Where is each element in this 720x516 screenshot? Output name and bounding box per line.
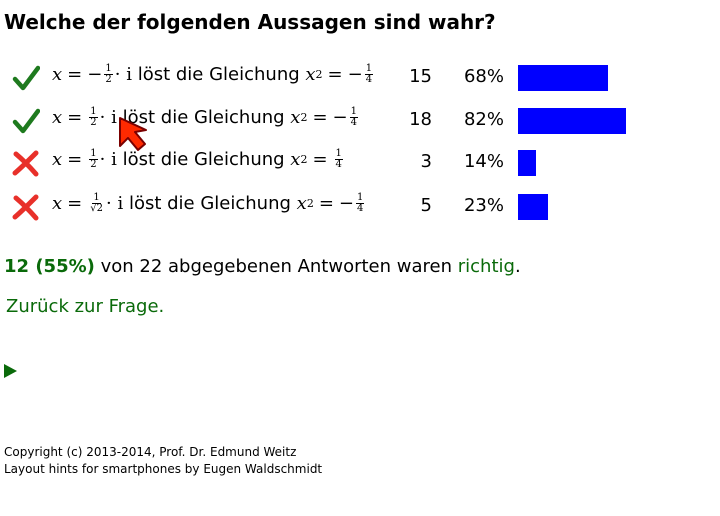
answer-bar [518,65,608,91]
play-icon[interactable] [4,364,17,378]
equals-sign: = [312,149,328,170]
dot-operator: · [114,64,121,85]
rhs-sign: − [338,193,354,214]
x-numerator: 1 [104,63,113,75]
summary-line: 12 (55%) von 22 abgegebenen Antworten wa… [4,256,521,277]
x-numerator: 1 [92,192,101,204]
check-icon [12,107,41,135]
answer-bar [518,150,536,176]
exponent: 2 [315,68,323,81]
exponent: 2 [306,197,314,210]
summary-period: . [514,256,521,277]
imaginary-unit: i [117,193,124,214]
answer-statement: x = 1 2 · i löst die Gleichung x 2 = −1 4 [52,107,360,128]
mouse-cursor-icon [119,117,147,151]
var-x-squared: x [290,149,301,170]
equals-sign: = [312,107,328,128]
answer-percent: 82% [463,109,504,130]
answer-statement: x = 1 2 · i löst die Gleichung x 2 = 1 4 [52,149,345,170]
cross-icon [12,193,40,221]
var-x-squared: x [305,64,316,85]
answer-count: 3 [420,151,432,172]
dot-operator: · [99,107,106,128]
answer-bar [518,108,626,134]
copyright-text: Copyright (c) 2013-2014, Prof. Dr. Edmun… [4,445,297,459]
answer-percent: 23% [463,195,504,216]
var-x: x [52,107,63,128]
var-x-squared: x [290,107,301,128]
rhs-numerator: 1 [334,148,343,160]
exponent: 2 [300,153,308,166]
answer-count: 5 [420,195,432,216]
page-title: Welche der folgenden Aussagen sind wahr? [4,10,496,34]
imaginary-unit: i [111,107,117,128]
var-x-squared: x [296,193,307,214]
var-x: x [52,64,63,85]
dot-operator: · [105,193,112,214]
answer-percent: 14% [463,151,504,172]
summary-text: von 22 abgegebenen Antworten waren [100,256,452,277]
back-to-question-link[interactable]: Zurück zur Frage. [6,296,165,317]
correct-count: 12 (55%) [4,256,95,277]
rhs-denominator: 4 [365,74,373,85]
x-numerator: 1 [89,148,98,160]
layout-hints-text: Layout hints for smartphones by Eugen Wa… [4,462,323,476]
var-x: x [52,193,63,214]
answer-statement: x = 1 √2 · i löst die Gleichung x 2 = −1 4 [52,193,366,214]
imaginary-unit: i [111,149,117,170]
statement-text: löst die Gleichung [137,64,300,85]
cross-icon [12,149,40,177]
rhs-numerator: 1 [364,63,374,75]
var-x: x [52,149,63,170]
x-denominator: √2 [90,203,103,214]
exponent: 2 [300,111,308,124]
answer-percent: 68% [463,66,504,87]
answer-row: x = −1 2 · i löst die Gleichung x 2 = −1 4 15 68% [0,58,720,98]
answer-row: x = 1 √2 · i löst die Gleichung x 2 = −1 4 5 23% [0,187,720,227]
x-denominator: 2 [90,159,97,170]
equals-sign: = [67,107,83,128]
footer: Copyright (c) 2013-2014, Prof. Dr. Edmun… [4,444,322,478]
check-icon [12,64,41,92]
answer-count: 15 [409,66,432,87]
equals-sign: = [67,149,83,170]
x-numerator: 1 [89,106,98,118]
answer-bar [518,194,548,220]
rhs-denominator: 4 [357,203,364,214]
answer-row: x = 1 2 · i löst die Gleichung x 2 = −1 4 18 82% [0,101,720,141]
rhs-denominator: 4 [335,159,342,170]
rhs-sign: − [347,64,363,85]
equals-sign: = [67,193,83,214]
statement-text: löst die Gleichung [122,149,285,170]
x-sign: − [87,64,103,85]
x-fraction: 1 √2 [89,193,104,214]
rhs-numerator: 1 [356,192,365,204]
equals-sign: = [327,64,343,85]
answer-statement: x = −1 2 · i löst die Gleichung x 2 = −1 4 [52,64,375,85]
statement-text: löst die Gleichung [128,193,291,214]
dot-operator: · [99,149,106,170]
statement-text: löst die Gleichung [122,107,285,128]
rhs-sign: − [332,107,348,128]
summary-richtig: richtig [457,256,515,277]
answer-row: x = 1 2 · i löst die Gleichung x 2 = 1 4 3 14% [0,143,720,183]
rhs-denominator: 4 [350,117,358,128]
equals-sign: = [318,193,334,214]
x-denominator: 2 [90,117,97,128]
imaginary-unit: i [126,64,132,85]
rhs-numerator: 1 [349,106,359,118]
x-denominator: 2 [105,74,112,85]
equals-sign: = [67,64,83,85]
answer-count: 18 [409,109,432,130]
